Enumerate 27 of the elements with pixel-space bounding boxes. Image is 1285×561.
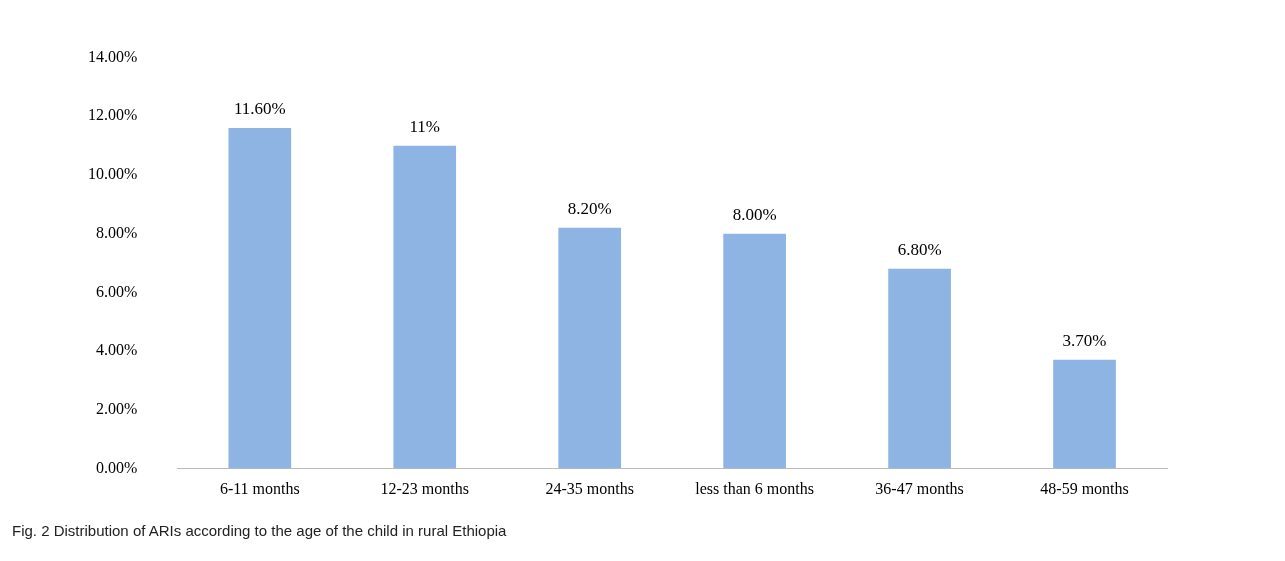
x-tick-label: 36-47 months	[875, 480, 964, 498]
caption: Fig. 2 Distribution of ARIs according to the age of the child in rural Ethiopia	[11, 522, 508, 539]
bar	[723, 233, 786, 469]
bar	[228, 128, 292, 469]
data-label: 11%	[409, 116, 441, 136]
bar	[888, 268, 951, 469]
bar	[1053, 359, 1116, 469]
x-tick-label: 48-59 months	[1040, 480, 1129, 498]
y-tick-label: 6.00%	[96, 282, 138, 300]
data-label: 3.70%	[1062, 330, 1107, 350]
y-tick-label: 4.00%	[96, 341, 138, 359]
x-tick-label: 6-11 months	[219, 480, 300, 498]
y-tick-label: 12.00%	[88, 106, 138, 124]
y-tick-label: 14.00%	[88, 47, 138, 65]
y-tick-label: 8.00%	[96, 223, 138, 241]
bar	[393, 145, 457, 469]
data-label: 8.20%	[567, 198, 612, 218]
data-label: 11.60%	[233, 98, 286, 118]
x-tick-label: 24-35 months	[545, 480, 634, 498]
data-label: 8.00%	[732, 204, 777, 224]
x-tick-label: less than 6 months	[695, 480, 814, 498]
bar	[558, 227, 622, 469]
data-label: 6.80%	[897, 239, 942, 259]
x-tick-label: 12-23 months	[380, 480, 469, 498]
y-tick-label: 0.00%	[96, 458, 138, 476]
y-tick-label: 2.00%	[96, 399, 138, 417]
y-tick-label: 10.00%	[88, 165, 138, 183]
